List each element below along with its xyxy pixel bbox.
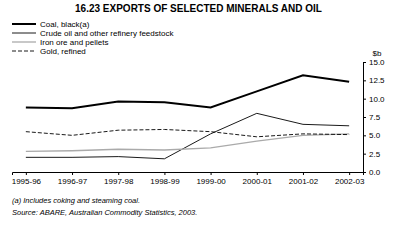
legend-swatch (12, 41, 36, 42)
y-tick-mark (363, 99, 366, 100)
y-tick-label: 15.0 (369, 58, 385, 67)
x-tick-mark (303, 172, 304, 175)
y-tick: 5.0 (363, 131, 381, 140)
y-axis-label: $b (373, 49, 382, 58)
series-line (26, 113, 349, 158)
x-tick-label: 1995-96 (12, 177, 42, 186)
y-tick: 12.5 (363, 76, 385, 85)
y-axis-line (364, 63, 367, 173)
y-tick-label: 10.0 (369, 95, 385, 104)
x-tick-label: 1999-00 (196, 177, 226, 186)
x-tick: 2002-03 (335, 172, 365, 186)
plot: 0.02.55.07.510.012.515.01995-961996-9719… (12, 49, 385, 186)
x-tick-label: 1998-99 (150, 177, 180, 186)
y-tick-mark (363, 80, 366, 81)
x-axis: 1995-96 1996-97 1997-98 1998-99 1999-00 2000-… (12, 172, 365, 186)
legend-swatch (12, 33, 36, 34)
y-tick-label: 5.0 (369, 131, 381, 140)
y-tick-mark (363, 62, 366, 63)
x-tick-label: 2001-02 (289, 177, 319, 186)
y-tick-label: 0.0 (369, 168, 381, 177)
chart: 16.23 EXPORTS OF SELECTED MINERALS AND O… (0, 0, 397, 227)
y-tick: 7.5 (363, 113, 381, 122)
x-tick: 2001-02 (289, 172, 319, 186)
x-tick: 1998-99 (150, 172, 180, 186)
legend-swatch (12, 23, 36, 25)
legend-label: Crude oil and other refinery feedstock (40, 29, 174, 38)
legend-swatch (12, 51, 36, 52)
legend-label: Iron ore and pellets (40, 38, 109, 47)
x-tick: 1999-00 (196, 172, 226, 186)
lines (26, 75, 349, 159)
footnote: (a) Includes coking and steaming coal. (12, 196, 140, 205)
x-tick: 1997-98 (104, 172, 134, 186)
x-tick: 1996-97 (58, 172, 88, 186)
y-axis: 0.0 2.5 5.0 7.5 10.0 12.5 15.0 (363, 58, 385, 177)
y-tick: 15.0 (363, 58, 385, 67)
legend-label: Coal, black(a) (40, 20, 90, 29)
x-tick-label: 1996-97 (58, 177, 88, 186)
x-axis-line (13, 173, 364, 176)
y-tick-label: 2.5 (369, 150, 381, 159)
series-line (26, 129, 349, 136)
y-tick-mark (363, 135, 366, 136)
x-tick-mark (211, 172, 212, 175)
series-line (26, 75, 349, 108)
y-tick-label: 12.5 (369, 76, 385, 85)
y-tick-mark (363, 154, 366, 155)
legend: Coal, black(a)Crude oil and other refine… (12, 20, 174, 56)
y-tick: 10.0 (363, 95, 385, 104)
y-tick-mark (363, 117, 366, 118)
x-tick: 2000-01 (243, 172, 273, 186)
x-tick-mark (349, 172, 350, 175)
y-tick: 2.5 (363, 150, 381, 159)
title: 16.23 EXPORTS OF SELECTED MINERALS AND O… (75, 3, 322, 14)
x-tick-mark (72, 172, 73, 175)
y-tick: 0.0 (363, 168, 381, 177)
footnote: Source: ABARE, Australian Commodity Stat… (12, 208, 197, 217)
y-tick-label: 7.5 (369, 113, 381, 122)
x-tick-mark (164, 172, 165, 175)
legend-label: Gold, refined (40, 47, 86, 56)
x-tick-mark (257, 172, 258, 175)
x-tick-label: 1997-98 (104, 177, 134, 186)
x-tick-mark (26, 172, 27, 175)
x-tick-label: 2002-03 (335, 177, 365, 186)
x-tick-label: 2000-01 (243, 177, 273, 186)
x-tick-mark (118, 172, 119, 175)
x-tick: 1995-96 (12, 172, 42, 186)
series-line (26, 134, 349, 152)
